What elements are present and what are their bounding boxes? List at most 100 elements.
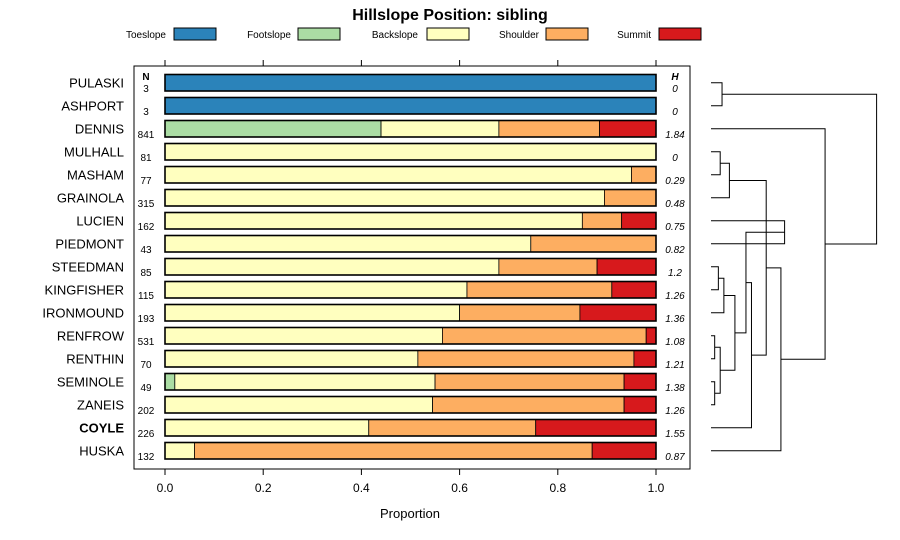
dendrogram-branch [711, 335, 716, 360]
category-label-steedman: STEEDMAN [52, 259, 124, 274]
bar-zaneis-summit [623, 396, 657, 414]
bar-outline-grainola [164, 188, 657, 207]
category-labels: PULASKI ASHPORT DENNIS MULHALL MASHAM GRAINOL… [42, 75, 124, 458]
bar-steedman-shoulder [498, 258, 598, 276]
n-header: N [142, 72, 149, 83]
bar-ironmound-shoulder [459, 304, 581, 322]
bar-huska-backslope [164, 442, 195, 460]
bar-outline-renthin [164, 349, 657, 368]
category-label-zaneis: ZANEIS [77, 397, 124, 412]
dendrogram-branch [711, 151, 721, 176]
bar-outline-dennis [164, 119, 657, 138]
x-tick-label: 0.2 [255, 481, 272, 495]
category-label-piedmont: PIEDMONT [55, 236, 124, 251]
n-value-dennis: 841 [138, 130, 155, 141]
n-value-ironmound: 193 [138, 314, 155, 325]
bar-seminole-summit [623, 373, 657, 391]
x-tick-label: 1.0 [648, 481, 665, 495]
legend-swatch-shoulder [545, 27, 589, 41]
bar-lucien-backslope [164, 212, 583, 230]
n-value-masham: 77 [140, 176, 152, 187]
n-column: 3 3 841 81 77 315 162 43 85 115 193 531 70 49 202 226 13… [138, 84, 155, 463]
h-value-piedmont: 0.82 [665, 245, 685, 256]
n-value-pulaski: 3 [143, 84, 149, 95]
dendrogram-branch [711, 277, 725, 314]
x-tick-label: 0.8 [549, 481, 566, 495]
chart-title: Hillslope Position: sibling [352, 7, 548, 24]
bar-dennis-backslope [380, 120, 500, 138]
bar-coyle-backslope [164, 419, 370, 437]
bar-seminole-shoulder [434, 373, 625, 391]
bar-kingfisher-shoulder [466, 281, 613, 299]
category-label-huska: HUSKA [79, 443, 124, 458]
n-value-grainola: 315 [138, 199, 155, 210]
legend-swatch-toeslope [173, 27, 217, 41]
n-value-steedman: 85 [140, 268, 152, 279]
bar-steedman-summit [596, 258, 657, 276]
bar-seminole-backslope [174, 373, 436, 391]
h-value-ashport: 0 [672, 107, 678, 118]
bar-zaneis-backslope [164, 396, 433, 414]
category-label-masham: MASHAM [67, 167, 124, 182]
bar-outline-ironmound [164, 303, 657, 322]
bar-renthin-summit [633, 350, 657, 368]
h-value-renfrow: 1.08 [665, 337, 685, 348]
x-axis: 0.0 0.2 0.4 0.6 0.8 1.0 [157, 60, 665, 495]
h-value-pulaski: 0 [672, 84, 678, 95]
bar-seminole-footslope [164, 373, 176, 391]
bar-renthin-backslope [164, 350, 419, 368]
n-value-seminole: 49 [140, 383, 152, 394]
category-label-renthin: RENTHIN [66, 351, 124, 366]
bar-outline-renfrow [164, 326, 657, 345]
category-label-ashport: ASHPORT [61, 98, 124, 113]
bar-mulhall-backslope [164, 143, 657, 161]
category-label-kingfisher: KINGFISHER [45, 282, 124, 297]
dendrogram-branch [714, 346, 721, 394]
legend-label-summit: Summit [617, 30, 651, 41]
category-label-seminole: SEMINOLE [57, 374, 125, 389]
category-label-mulhall: MULHALL [64, 144, 124, 159]
plot-frame [133, 65, 691, 470]
bar-coyle-summit [535, 419, 657, 437]
bar-outline-masham [164, 165, 657, 184]
h-value-steedman: 1.2 [668, 268, 682, 279]
bar-masham-backslope [164, 166, 632, 184]
bar-outline-seminole [164, 372, 657, 391]
x-tick-label: 0.6 [451, 481, 468, 495]
category-label-grainola: GRAINOLA [57, 190, 125, 205]
dendrogram-branch [711, 381, 716, 406]
h-value-seminole: 1.38 [665, 383, 685, 394]
legend-label-footslope: Footslope [247, 30, 291, 41]
bar-zaneis-shoulder [432, 396, 625, 414]
bar-outline-kingfisher [164, 280, 657, 299]
bar-renfrow-summit [645, 327, 657, 345]
bar-outline-ashport [164, 96, 657, 115]
legend-label-shoulder: Shoulder [499, 30, 540, 41]
bar-pulaski-toeslope [164, 74, 657, 92]
n-value-coyle: 226 [138, 429, 155, 440]
bar-huska-shoulder [194, 442, 593, 460]
bars [164, 73, 657, 460]
h-value-renthin: 1.21 [665, 360, 684, 371]
bar-grainola-shoulder [604, 189, 657, 207]
category-label-coyle: COYLE [79, 420, 124, 435]
legend-label-backslope: Backslope [372, 30, 419, 41]
n-value-piedmont: 43 [140, 245, 152, 256]
h-value-grainola: 0.48 [665, 199, 685, 210]
bar-masham-shoulder [631, 166, 657, 184]
bar-kingfisher-summit [611, 281, 657, 299]
h-value-lucien: 0.75 [665, 222, 685, 233]
bar-coyle-shoulder [368, 419, 537, 437]
h-value-masham: 0.29 [665, 176, 685, 187]
n-value-kingfisher: 115 [138, 291, 154, 302]
dendrogram-branch [711, 282, 752, 429]
n-value-zaneis: 202 [138, 406, 155, 417]
n-value-mulhall: 81 [140, 153, 152, 164]
bar-kingfisher-backslope [164, 281, 468, 299]
legend: Toeslope Footslope Backslope Shoulder Summit [126, 27, 702, 41]
bar-ironmound-summit [579, 304, 657, 322]
bar-dennis-summit [599, 120, 657, 138]
category-label-dennis: DENNIS [75, 121, 124, 136]
bar-lucien-summit [621, 212, 657, 230]
h-value-dennis: 1.84 [665, 130, 685, 141]
